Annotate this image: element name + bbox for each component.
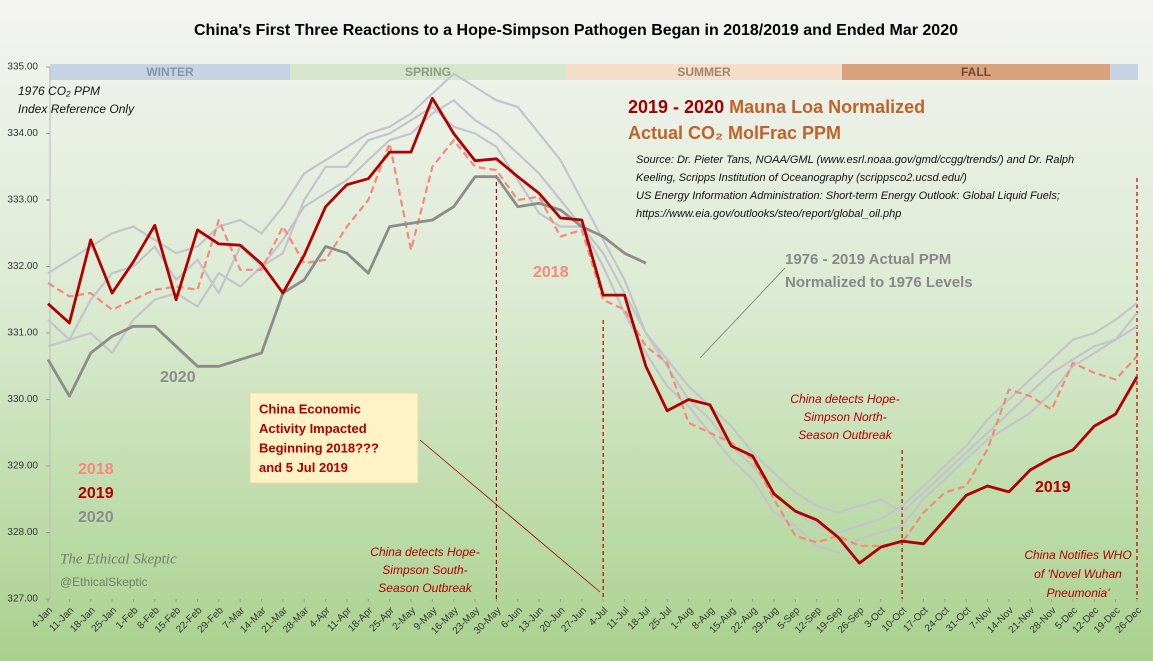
background-line xyxy=(47,105,1138,554)
annotation: Pneumonia' xyxy=(1047,586,1111,600)
impact-text: Activity Impacted xyxy=(259,421,367,436)
background-label: Normalized to 1976 Levels xyxy=(785,274,973,291)
plot: WINTER SPRING SUMMER FALL 327.00 328.00 329.00… xyxy=(7,62,1144,637)
series-label: 2020 xyxy=(160,369,196,386)
chart-title: China's First Three Reactions to a Hope-… xyxy=(194,22,958,39)
impact-text: and 5 Jul 2019 xyxy=(259,460,348,475)
background-line xyxy=(47,99,1138,514)
index-note: 1976 CO₂ PPM xyxy=(18,84,100,98)
series-label: 2018 xyxy=(533,264,569,281)
y-tick-label: 332.00 xyxy=(7,261,38,272)
index-note: Index Reference Only xyxy=(18,102,135,116)
season-label: SUMMER xyxy=(677,65,731,79)
y-tick-label: 328.00 xyxy=(7,527,38,538)
season-band xyxy=(842,64,1110,80)
y-tick-label: 331.00 xyxy=(7,328,38,339)
season-label: WINTER xyxy=(146,65,194,79)
legend-entry: 2018 xyxy=(78,461,114,478)
season-label: FALL xyxy=(961,65,991,79)
heading-years: 2019 - 2020 xyxy=(628,97,724,117)
annotation: of 'Novel Wuhan xyxy=(1034,567,1122,581)
season-band xyxy=(50,64,290,80)
heading: 2019 - 2020 Mauna Loa Normalized xyxy=(628,97,925,117)
annotation: Simpson North- xyxy=(803,410,886,424)
leader-line xyxy=(419,439,601,593)
y-tick-label: 330.00 xyxy=(7,394,38,405)
y-tick-label: 327.00 xyxy=(7,594,38,605)
series-line xyxy=(46,175,647,398)
season-band xyxy=(1110,64,1138,80)
watermark: The Ethical Skeptic xyxy=(60,551,177,567)
background-line xyxy=(47,72,1138,534)
annotation: China Notifies WHO xyxy=(1024,548,1131,562)
source-note: US Energy Information Administration: Sh… xyxy=(636,190,1060,202)
annotation: Simpson South- xyxy=(382,563,467,577)
source-note: Keeling, Scripps Institution of Oceanogr… xyxy=(636,172,967,184)
impact-text: Beginning 2018??? xyxy=(259,440,379,455)
annotation: China detects Hope- xyxy=(790,392,899,406)
impact-text: China Economic xyxy=(259,401,361,416)
annotation: Season Outbreak xyxy=(798,428,892,442)
season-label: SPRING xyxy=(405,65,451,79)
annotation: Season Outbreak xyxy=(378,581,472,595)
series-line xyxy=(47,96,1139,565)
series-label: 2019 xyxy=(1035,479,1071,496)
legend-entry: 2019 xyxy=(78,485,114,502)
background-label: 1976 - 2019 Actual PPM xyxy=(785,251,951,268)
impact-box xyxy=(249,392,419,484)
season-band xyxy=(566,64,842,80)
y-tick-label: 335.00 xyxy=(7,62,38,73)
y-tick-label: 333.00 xyxy=(7,195,38,206)
source-note: Source: Dr. Pieter Tans, NOAA/GML (www.e… xyxy=(636,154,1074,166)
legend-entry: 2020 xyxy=(78,509,114,526)
source-note: https://www.eia.gov/outlooks/steo/report… xyxy=(636,208,901,220)
leader-line xyxy=(699,267,786,359)
y-tick-label: 334.00 xyxy=(7,128,38,139)
season-band xyxy=(290,64,566,80)
annotation: China detects Hope- xyxy=(370,545,479,559)
watermark: @EthicalSkeptic xyxy=(60,575,148,589)
heading-text: Mauna Loa Normalized xyxy=(729,97,925,117)
heading: Actual CO₂ MolFrac PPM xyxy=(628,123,841,143)
y-tick-label: 329.00 xyxy=(7,461,38,472)
